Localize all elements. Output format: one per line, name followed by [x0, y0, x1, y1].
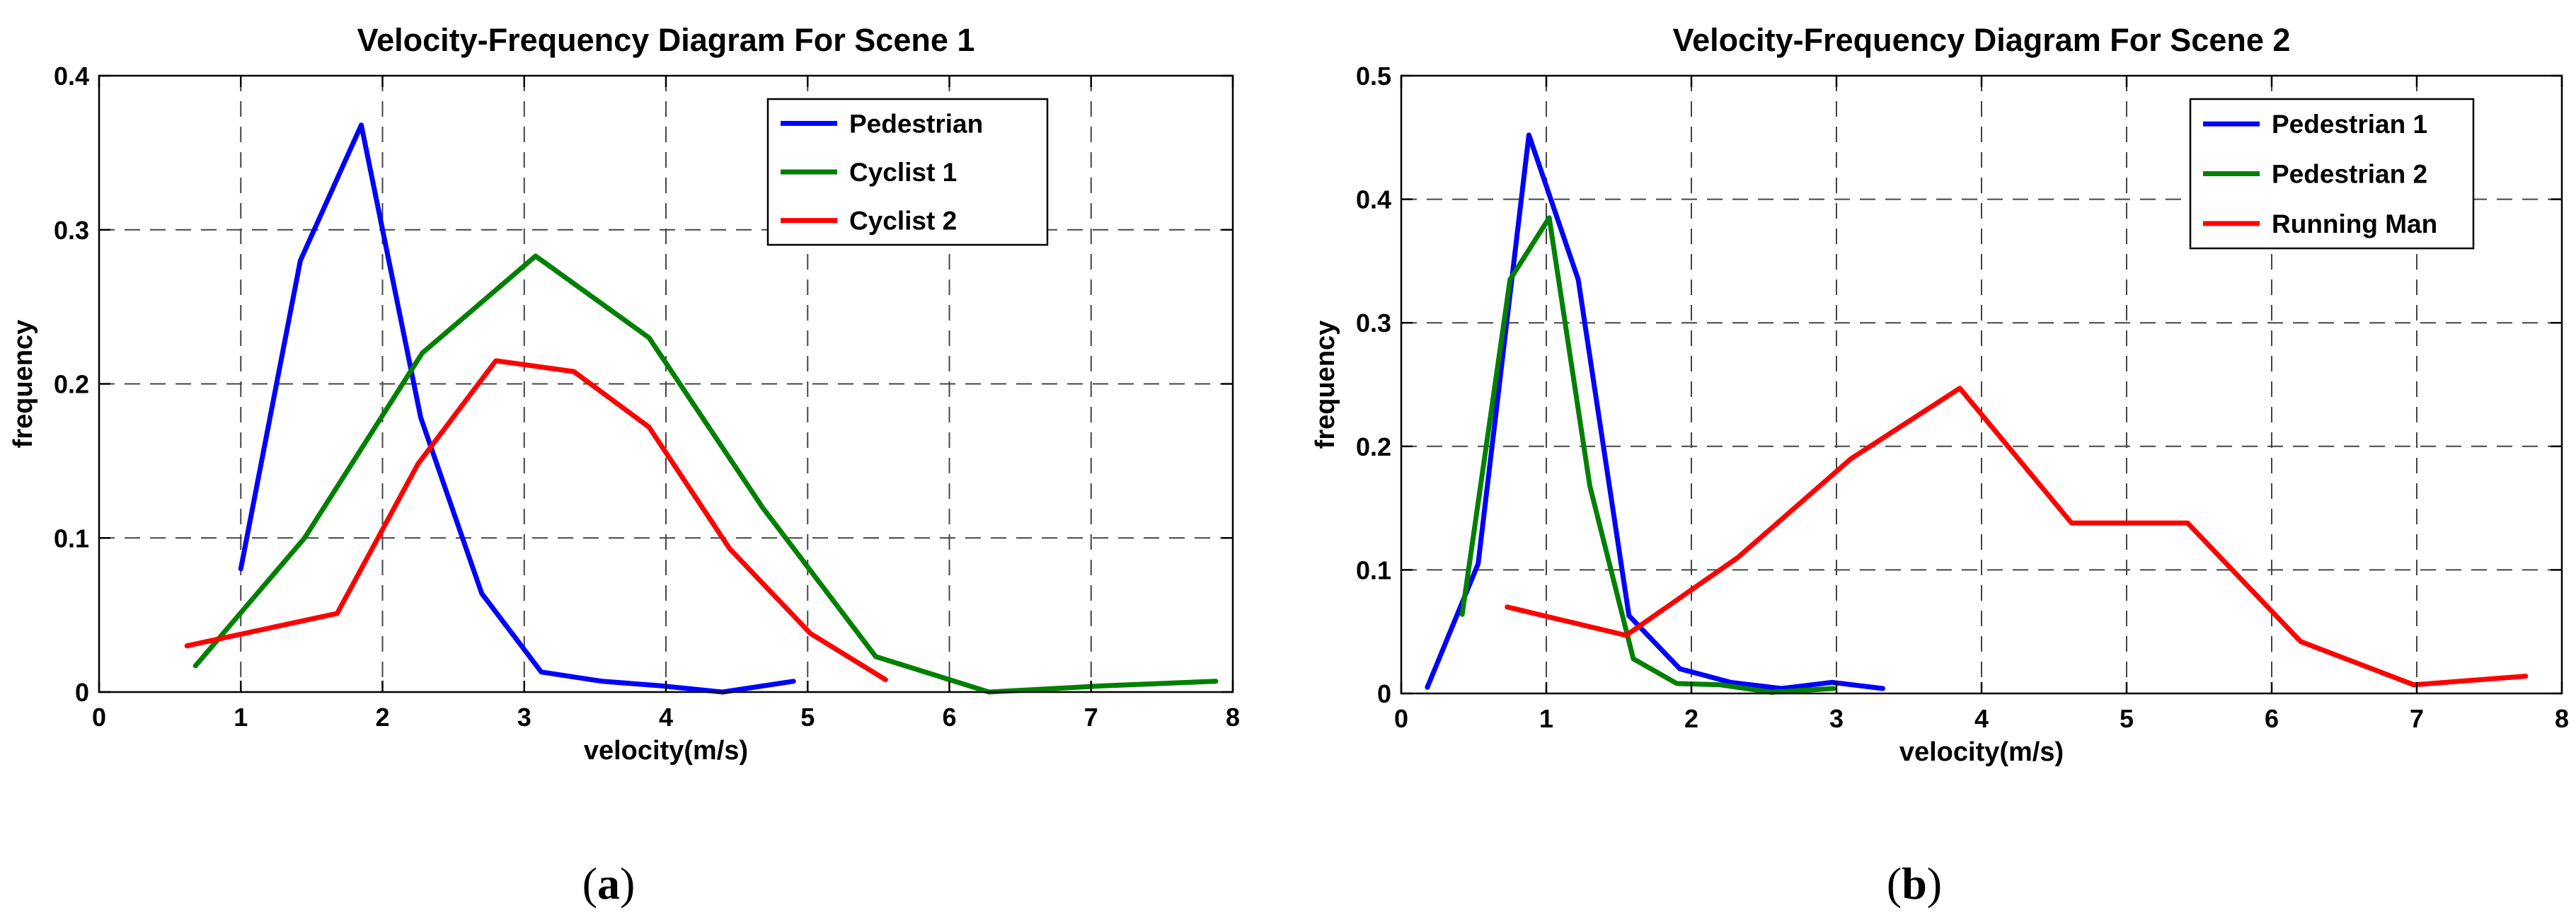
y-tick-label: 0.1 — [1356, 555, 1391, 584]
series-line-cyclist-2 — [184, 358, 888, 683]
x-tick-label: 4 — [1974, 704, 1989, 733]
x-tick-label: 2 — [1684, 704, 1698, 733]
legend-label: Cyclist 2 — [849, 207, 957, 236]
legend-label: Running Man — [2272, 209, 2437, 238]
x-tick-label: 7 — [2410, 704, 2424, 733]
x-tick-label: 8 — [1226, 703, 1240, 732]
y-axis-label: frequency — [8, 320, 38, 449]
x-tick-label: 0 — [1394, 704, 1408, 733]
subfigure-caption: (b) — [1887, 858, 1942, 909]
x-tick-label: 1 — [234, 703, 248, 732]
x-tick-label: 8 — [2555, 704, 2569, 733]
x-tick-label: 3 — [1829, 704, 1844, 733]
series-line-pedestrian — [238, 122, 796, 695]
x-tick-label: 3 — [517, 703, 531, 732]
y-tick-label: 0.2 — [1356, 432, 1391, 461]
y-axis-label: frequency — [1311, 321, 1340, 449]
legend: Pedestrian Cyclist 1 Cyclist 2 — [766, 98, 1049, 246]
legend: Pedestrian 1 Pedestrian 2 Running Man — [2189, 98, 2475, 250]
series-line-cyclist-1 — [192, 253, 1219, 695]
y-tick-label: 0.4 — [1356, 185, 1391, 214]
x-axis-label: velocity(m/s) — [584, 736, 748, 766]
y-tick-label: 0 — [1377, 679, 1391, 708]
x-tick-label: 6 — [942, 703, 956, 732]
chart-title: Velocity-Frequency Diagram For Scene 1 — [357, 22, 975, 58]
y-tick-label: 0.1 — [54, 524, 89, 553]
x-tick-label: 1 — [1539, 704, 1553, 733]
chart-2: 0 1 2 3 4 5 6 7 8 0 0.1 0.2 0.3 0.4 0.5 Velocity-Freque… — [1311, 22, 2569, 909]
y-tick-label: 0 — [75, 678, 89, 707]
x-tick-label: 7 — [1084, 703, 1098, 732]
y-tick-label: 0.5 — [1356, 62, 1391, 91]
x-tick-label: 6 — [2265, 704, 2279, 733]
y-tick-label: 0.2 — [54, 370, 89, 399]
y-tick-label: 0.3 — [1356, 309, 1391, 338]
y-tick-label: 0.4 — [54, 62, 89, 91]
legend-label: Pedestrian 2 — [2272, 160, 2427, 189]
legend-label: Cyclist 1 — [849, 158, 957, 187]
grid — [1401, 76, 2562, 693]
x-tick-label: 4 — [659, 703, 673, 732]
x-tick-label: 5 — [2120, 704, 2134, 733]
x-tick-label: 2 — [375, 703, 389, 732]
legend-label: Pedestrian — [849, 109, 983, 138]
x-tick-label: 0 — [92, 703, 106, 732]
x-axis-label: velocity(m/s) — [1899, 737, 2064, 767]
legend-label: Pedestrian 1 — [2272, 110, 2427, 139]
series-line-running-man — [1505, 386, 2529, 688]
series-line-pedestrian-1 — [1425, 132, 1886, 691]
x-tick-label: 5 — [800, 703, 815, 732]
chart-1: 0 1 2 3 4 5 6 7 8 0 0.1 0.2 0.3 0.4 Velocity-Frequency… — [8, 22, 1240, 909]
y-tick-label: 0.3 — [54, 216, 89, 245]
chart-title: Velocity-Frequency Diagram For Scene 2 — [1673, 22, 2291, 58]
series-line-pedestrian-2 — [1459, 215, 1836, 695]
subfigure-caption: (a) — [582, 858, 636, 909]
